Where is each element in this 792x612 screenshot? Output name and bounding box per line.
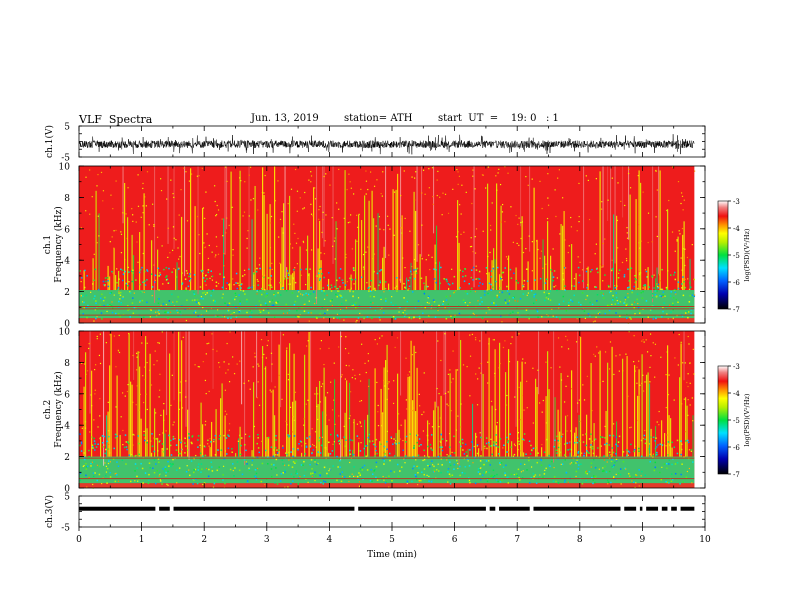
y-tick-label: 5 <box>64 123 70 133</box>
ch3-pulse-segment <box>639 506 643 511</box>
date-label: Jun. 13, 2019 <box>251 113 319 124</box>
ch1-waveform-line <box>78 134 695 155</box>
y-tick-label: 10 <box>59 328 71 338</box>
y-tick-label: 6 <box>64 225 70 235</box>
x-tick-label: 6 <box>452 535 458 545</box>
y-tick-label: 2 <box>64 453 70 463</box>
colorbar-label: log(PSD)(V²/Hz) <box>743 393 751 446</box>
ch3-pulse-segment <box>533 506 621 511</box>
x-tick-label: 7 <box>514 535 520 545</box>
ch3-pulse-segment <box>173 506 355 511</box>
ch3-pulse-segment <box>489 506 496 511</box>
x-tick-label: 8 <box>577 535 583 545</box>
x-tick-label: 3 <box>264 535 270 545</box>
ch3-pulse-segment <box>159 506 170 511</box>
y-tick-label: 0 <box>64 485 70 495</box>
x-tick-label: 5 <box>389 535 395 545</box>
x-tick-label: 0 <box>76 535 82 545</box>
colorbar-tick-label: -6 <box>733 444 740 452</box>
x-tick-label: 1 <box>139 535 145 545</box>
y-tick-label: 6 <box>64 390 70 400</box>
station-label: station= ATH <box>344 113 413 124</box>
y-tick-label: 5 <box>64 493 70 503</box>
y-axis-label: ch.3(V) <box>44 495 55 528</box>
y-tick-label: 4 <box>64 257 70 267</box>
ch3-pulse-segment <box>79 506 156 511</box>
colorbar-tick-label: -4 <box>733 390 740 398</box>
y-axis-label: ch.2Frequency (kHz) <box>43 371 64 448</box>
x-tick-label: 10 <box>699 535 711 545</box>
ch2-spectrogram <box>79 331 729 489</box>
ch3-pulse-segment <box>358 506 486 511</box>
colorbar-tick-label: -5 <box>733 252 740 260</box>
colorbar-tick-label: -3 <box>733 198 740 206</box>
x-tick-label: 4 <box>327 535 333 545</box>
ch3-pulse-segment <box>671 506 677 511</box>
y-tick-label: 0 <box>64 320 70 330</box>
ch3-pulse-segment <box>624 506 637 511</box>
ch3-pulse-segment <box>499 506 530 511</box>
y-axis-label: ch.1(V) <box>44 125 55 158</box>
x-tick-label: 2 <box>201 535 207 545</box>
y-tick-label: 8 <box>64 359 70 369</box>
colorbar-tick-label: -5 <box>733 417 740 425</box>
start-ut-label: start UT = 19: 0 : 1 <box>438 113 559 124</box>
x-axis-label: Time (min) <box>367 549 417 560</box>
y-tick-label: -5 <box>61 524 70 534</box>
x-tick-label: 9 <box>640 535 646 545</box>
ch3-pulse-segment <box>646 506 659 511</box>
y-tick-label: -5 <box>61 154 70 164</box>
y-axis-label: ch.1Frequency (kHz) <box>43 206 64 283</box>
colorbar-tick-label: -3 <box>733 363 740 371</box>
colorbar-label: log(PSD)(V²/Hz) <box>743 228 751 281</box>
colorbar-tick-label: -6 <box>733 279 740 287</box>
ch3-pulse-segment <box>661 506 668 511</box>
ch1-spectrogram <box>79 166 729 324</box>
y-tick-label: 10 <box>59 163 71 173</box>
y-tick-label: 8 <box>64 194 70 204</box>
y-tick-label: 4 <box>64 422 70 432</box>
colorbar <box>717 365 729 475</box>
chart-title: VLF Spectra <box>79 113 153 126</box>
colorbar-tick-label: -7 <box>733 471 740 479</box>
colorbar-tick-label: -7 <box>733 306 740 314</box>
colorbar <box>717 200 729 310</box>
colorbar-tick-label: -4 <box>733 225 740 233</box>
y-tick-label: 2 <box>64 288 70 298</box>
ch3-pulse-segment <box>680 506 695 511</box>
